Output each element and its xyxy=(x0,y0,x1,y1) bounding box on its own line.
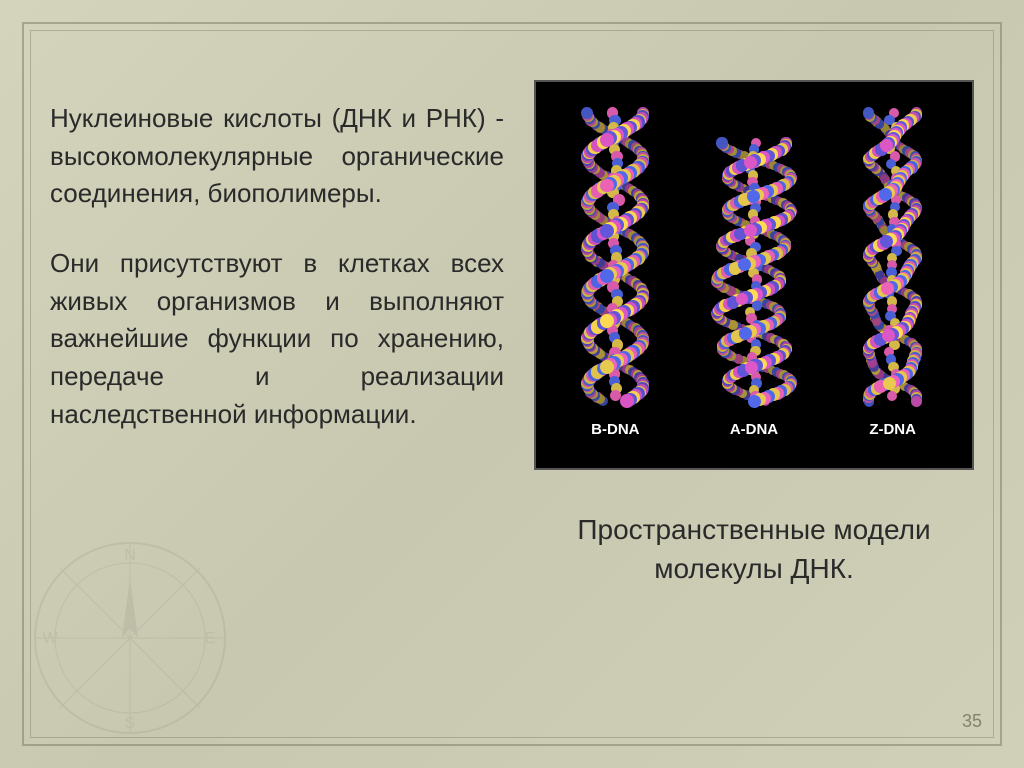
b-dna-model xyxy=(565,113,665,403)
dna-models-figure: B-DNA A-DNA Z-DNA xyxy=(534,80,974,470)
figure-column: B-DNA A-DNA Z-DNA Пространственные модел… xyxy=(534,70,974,718)
dna-z-column: Z-DNA xyxy=(843,113,943,438)
z-dna-model xyxy=(843,113,943,403)
figure-caption: Пространственные модели молекулы ДНК. xyxy=(534,510,974,588)
z-dna-label: Z-DNA xyxy=(869,421,916,438)
slide-content: Нуклеиновые кислоты (ДНК и РНК) - высоко… xyxy=(50,70,974,718)
a-dna-label: A-DNA xyxy=(730,421,778,438)
text-column: Нуклеиновые кислоты (ДНК и РНК) - высоко… xyxy=(50,70,504,718)
b-dna-label: B-DNA xyxy=(591,421,639,438)
paragraph-1: Нуклеиновые кислоты (ДНК и РНК) - высоко… xyxy=(50,100,504,213)
dna-a-column: A-DNA xyxy=(704,123,804,438)
a-dna-model xyxy=(704,143,804,403)
paragraph-2: Они присутствуют в клетках всех живых ор… xyxy=(50,245,504,433)
dna-b-column: B-DNA xyxy=(565,113,665,438)
page-number: 35 xyxy=(962,711,982,732)
